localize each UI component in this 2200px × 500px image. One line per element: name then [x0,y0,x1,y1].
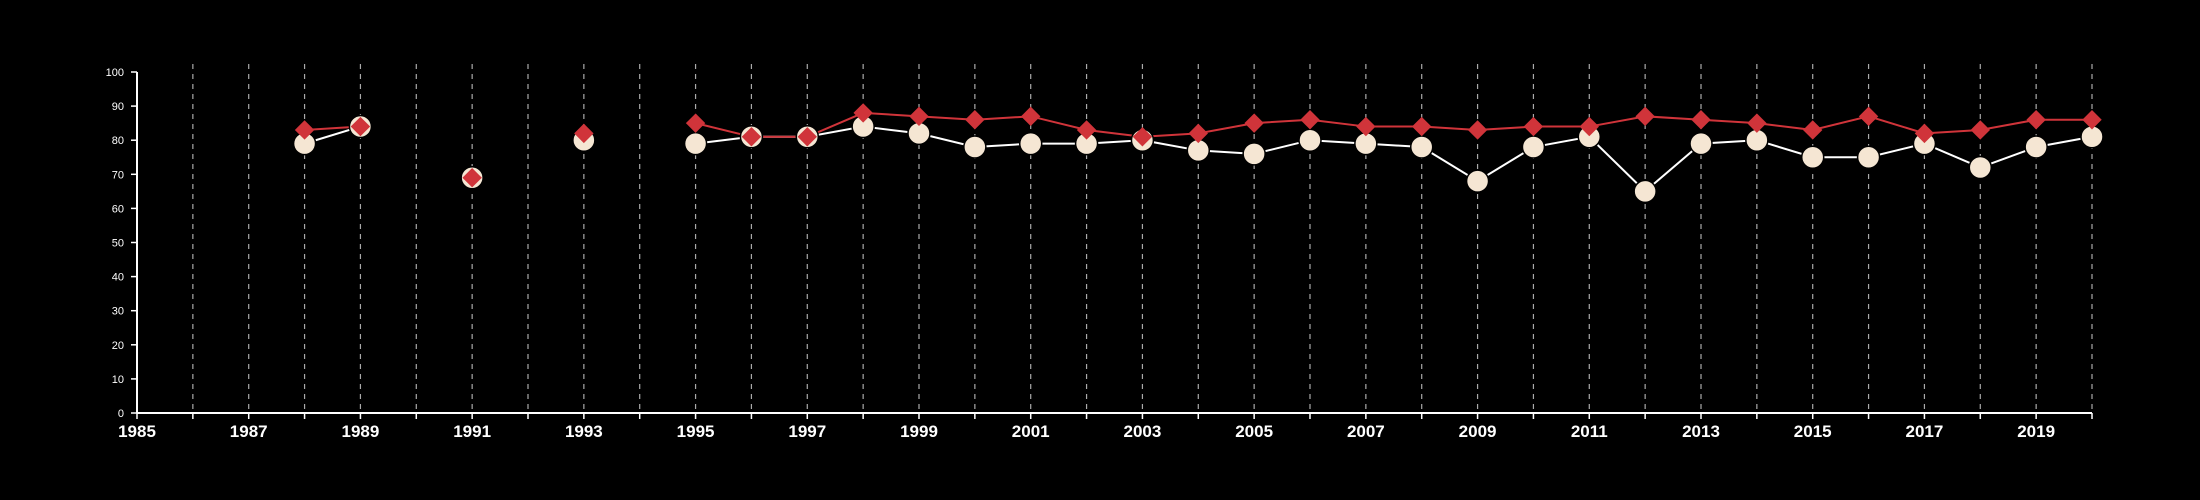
y-tick-label: 40 [112,272,124,284]
x-tick-label: 1985 [118,422,156,441]
data-point-diamond [2082,110,2102,130]
y-axis-ticks: 0 10 20 30 40 50 60 70 80 90 100 [106,67,137,420]
data-point-diamond [462,168,482,188]
series-line [695,111,2092,138]
data-point-diamond [1747,113,1767,133]
vertical-gridlines [192,64,2093,413]
data-point-diamond [574,123,594,144]
data-point-diamond [1635,106,1655,127]
data-point-circle [1298,128,1322,152]
y-tick-label: 20 [112,340,124,352]
x-tick-label: 1989 [342,422,380,441]
data-point-diamond [1076,120,1097,140]
x-tick-label: 1995 [677,422,715,441]
y-tick-label: 60 [112,203,124,215]
data-point-circle [1689,131,1713,156]
data-point-diamond [1914,123,1935,144]
data-point-diamond [1803,120,1823,140]
data-point-circle [1800,145,1825,169]
data-point-diamond [1970,120,1990,140]
x-tick-label: 2011 [1571,422,1608,441]
data-point-circle [1465,169,1490,193]
data-point-circle [2024,135,2048,159]
data-point-circle [1633,179,1657,204]
x-tick-label: 1991 [453,422,491,441]
x-tick-label: 2007 [1347,422,1385,441]
series-line [695,125,2093,193]
x-tick-label: 1999 [900,422,938,441]
data-point-diamond [797,127,817,147]
data-point-diamond [1244,113,1264,133]
data-point-diamond [1412,116,1432,137]
data-point-circle [1409,135,1434,159]
data-point-circle [1968,155,1993,180]
axes [136,72,2092,414]
x-tick-label: 2017 [1906,422,1944,441]
data-point-circle [683,131,708,156]
y-tick-label: 80 [112,135,124,147]
data-point-diamond [1467,120,1488,140]
data-point-diamond [2026,110,2046,130]
data-point-circle [1018,131,1043,156]
x-tick-label: 2003 [1124,422,1162,441]
data-point-diamond [853,103,873,123]
x-tick-label: 2001 [1012,422,1050,441]
data-point-diamond [1021,106,1041,127]
data-point-diamond [1858,106,1879,127]
x-axis-ticks: 1985 1987 1989 1991 1993 1995 1997 1999 2001 2003… [118,413,2093,441]
data-point-diamond [909,106,929,127]
data-point-diamond [741,127,762,147]
data-point-diamond [1691,110,1711,130]
x-tick-label: 2005 [1235,422,1273,441]
data-point-diamond [1579,116,1599,137]
data-point-diamond [1188,123,1208,144]
x-tick-label: 1987 [230,422,268,441]
data-point-diamond [294,120,315,140]
data-point-circle [963,135,987,159]
y-tick-label: 90 [112,101,124,113]
x-tick-label: 1993 [565,422,603,441]
y-tick-label: 30 [112,306,124,318]
data-point-diamond [1300,110,1320,130]
x-tick-label: 2013 [1682,422,1720,441]
y-tick-label: 50 [112,238,124,250]
series-markers [292,103,2104,204]
data-point-diamond [1132,127,1153,147]
data-point-diamond [685,113,706,133]
x-tick-label: 2015 [1794,422,1832,441]
x-tick-label: 2009 [1459,422,1497,441]
data-point-circle [1521,135,1546,159]
y-tick-label: 70 [112,169,124,181]
data-point-circle [1856,145,1881,169]
y-tick-label: 100 [106,67,124,79]
x-tick-label: 2019 [2017,422,2055,441]
data-point-diamond [350,116,371,137]
data-point-diamond [1523,116,1544,137]
data-point-circle [1242,142,1266,166]
data-point-diamond [965,110,985,130]
data-point-diamond [1356,116,1376,137]
y-tick-label: 0 [118,408,124,420]
y-tick-label: 10 [112,374,124,386]
x-tick-label: 1997 [788,422,826,441]
